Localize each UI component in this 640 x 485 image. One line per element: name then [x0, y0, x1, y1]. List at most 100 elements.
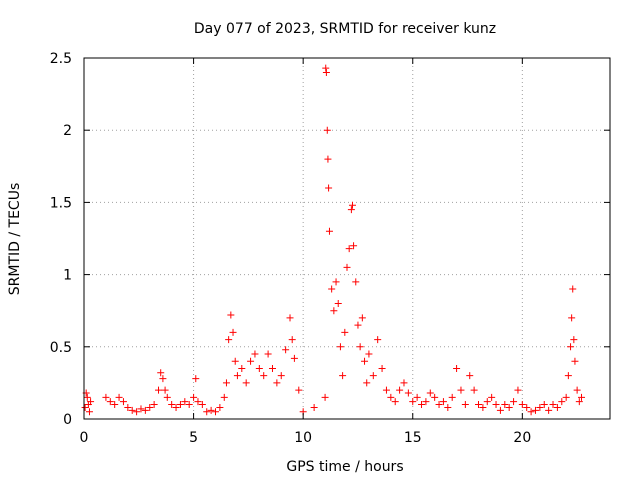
data-point	[523, 403, 531, 411]
data-point	[273, 379, 281, 387]
x-tick-label: 0	[80, 430, 89, 446]
data-point	[176, 401, 184, 409]
grid-lines	[84, 58, 610, 419]
data-point	[128, 406, 136, 414]
data-point	[251, 350, 259, 358]
data-point	[322, 68, 330, 76]
data-point	[290, 354, 298, 362]
data-point	[569, 285, 577, 293]
data-point	[181, 398, 189, 406]
data-point	[466, 372, 474, 380]
data-point	[216, 403, 224, 411]
x-tick-label: 10	[294, 430, 312, 446]
series-srmtid	[81, 64, 586, 416]
data-point	[549, 401, 557, 409]
data-point	[422, 398, 430, 406]
data-point	[369, 372, 377, 380]
x-tick-label: 15	[404, 430, 422, 446]
data-point	[531, 406, 539, 414]
data-point	[106, 398, 114, 406]
data-point	[501, 401, 509, 409]
data-point	[328, 285, 336, 293]
data-point	[264, 350, 272, 358]
data-point	[268, 364, 276, 372]
data-point	[325, 184, 333, 192]
data-point	[352, 278, 360, 286]
data-point	[227, 311, 235, 319]
data-point	[157, 369, 165, 377]
data-point	[159, 375, 167, 383]
data-point	[404, 389, 412, 397]
data-point	[571, 357, 579, 365]
data-point	[545, 406, 553, 414]
data-point	[332, 278, 340, 286]
data-point	[192, 375, 200, 383]
y-tick-label: 1.5	[50, 195, 72, 211]
data-point	[207, 406, 215, 414]
data-point	[133, 408, 141, 416]
data-point	[514, 386, 522, 394]
data-point	[483, 398, 491, 406]
data-point	[137, 405, 145, 413]
data-points	[81, 64, 586, 416]
data-point	[492, 401, 500, 409]
data-point	[321, 393, 329, 401]
data-point	[286, 314, 294, 322]
data-point	[457, 386, 465, 394]
data-point	[378, 364, 386, 372]
data-point	[185, 401, 193, 409]
data-point	[198, 401, 206, 409]
data-point	[83, 393, 91, 401]
x-tick-label: 5	[189, 430, 198, 446]
data-point	[212, 408, 219, 416]
data-point	[161, 386, 169, 394]
data-point	[330, 307, 338, 315]
y-tick-label: 2.5	[50, 51, 72, 67]
data-point	[374, 336, 382, 344]
chart-title: Day 077 of 2023, SRMTID for receiver kun…	[194, 21, 496, 37]
data-point	[396, 386, 404, 394]
y-tick-label: 0	[63, 412, 72, 428]
plot-frame	[83, 57, 611, 420]
data-point	[343, 263, 351, 271]
data-point	[190, 393, 198, 401]
data-point	[282, 346, 290, 354]
data-point	[536, 403, 544, 411]
data-point	[310, 403, 318, 411]
data-point	[510, 398, 518, 406]
y-tick-label: 1	[63, 268, 72, 284]
data-point	[475, 401, 482, 409]
data-point	[102, 393, 110, 401]
data-point	[479, 403, 487, 411]
data-point	[336, 343, 344, 351]
y-tick-label: 0.5	[50, 340, 72, 356]
data-point	[453, 364, 461, 372]
data-point	[348, 201, 356, 209]
data-point	[324, 155, 332, 163]
data-point	[558, 398, 566, 406]
data-point	[527, 408, 535, 416]
data-point	[448, 393, 456, 401]
data-point	[277, 372, 285, 380]
data-point	[231, 357, 239, 365]
data-point	[255, 364, 263, 372]
data-point	[229, 328, 237, 336]
data-point	[568, 314, 576, 322]
data-point	[505, 403, 513, 411]
data-point	[322, 64, 330, 72]
data-point	[470, 386, 478, 394]
data-point	[115, 393, 123, 401]
data-point	[361, 357, 369, 365]
data-point	[435, 401, 443, 409]
data-point	[347, 206, 355, 214]
data-point	[358, 314, 366, 322]
data-point	[334, 299, 342, 307]
data-point	[203, 408, 211, 416]
data-point	[141, 406, 149, 414]
data-point	[553, 403, 561, 411]
data-point	[288, 336, 296, 344]
data-point	[354, 321, 362, 329]
data-point	[155, 386, 163, 394]
data-point	[363, 379, 371, 387]
data-point	[242, 379, 250, 387]
